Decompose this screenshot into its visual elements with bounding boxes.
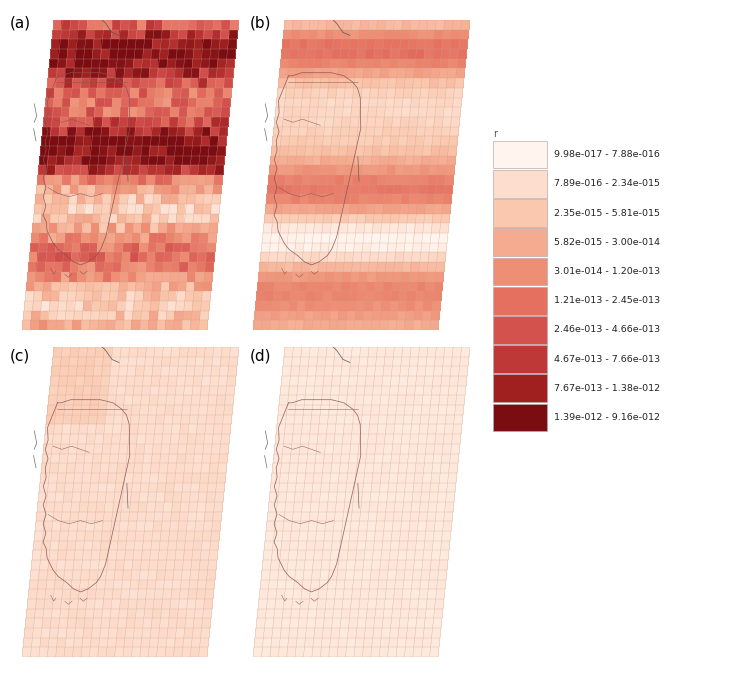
Text: 2.46e-013 - 4.66e-013: 2.46e-013 - 4.66e-013 (554, 325, 661, 335)
Text: r: r (493, 128, 497, 139)
Text: (d): (d) (250, 348, 271, 364)
Text: 2.35e-015 - 5.81e-015: 2.35e-015 - 5.81e-015 (554, 208, 660, 217)
Text: 9.98e-017 - 7.88e-016: 9.98e-017 - 7.88e-016 (554, 150, 660, 159)
Text: 7.89e-016 - 2.34e-015: 7.89e-016 - 2.34e-015 (554, 179, 660, 188)
Text: 1.21e-013 - 2.45e-013: 1.21e-013 - 2.45e-013 (554, 296, 661, 305)
Text: (b): (b) (250, 15, 271, 31)
FancyBboxPatch shape (493, 404, 547, 431)
Text: (a): (a) (10, 15, 31, 31)
Text: (c): (c) (10, 348, 30, 364)
Text: 1.39e-012 - 9.16e-012: 1.39e-012 - 9.16e-012 (554, 413, 660, 422)
FancyBboxPatch shape (493, 374, 547, 402)
FancyBboxPatch shape (493, 229, 547, 256)
FancyBboxPatch shape (493, 141, 547, 169)
FancyBboxPatch shape (493, 287, 547, 314)
FancyBboxPatch shape (493, 170, 547, 198)
Text: 4.67e-013 - 7.66e-013: 4.67e-013 - 7.66e-013 (554, 355, 661, 364)
Text: 3.01e-014 - 1.20e-013: 3.01e-014 - 1.20e-013 (554, 267, 661, 276)
FancyBboxPatch shape (493, 316, 547, 344)
Text: 7.67e-013 - 1.38e-012: 7.67e-013 - 1.38e-012 (554, 384, 661, 393)
FancyBboxPatch shape (493, 258, 547, 285)
Text: 5.82e-015 - 3.00e-014: 5.82e-015 - 3.00e-014 (554, 238, 660, 247)
FancyBboxPatch shape (493, 199, 547, 227)
FancyBboxPatch shape (493, 345, 547, 373)
